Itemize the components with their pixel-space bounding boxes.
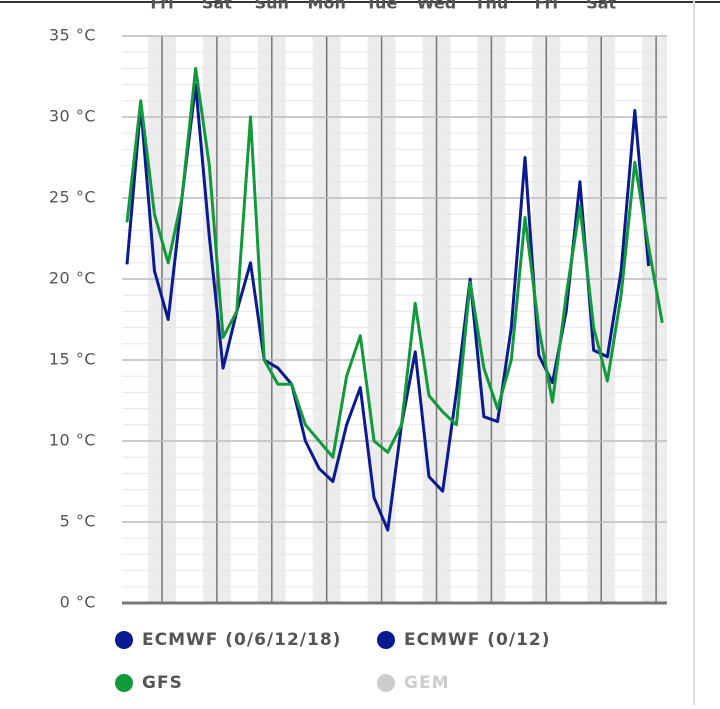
y-tick-label: 5 °C [60, 512, 96, 531]
y-tick-label: 35 °C [49, 26, 96, 45]
y-tick-label: 15 °C [49, 350, 96, 369]
legend-label: ECMWF (0/6/12/18) [142, 630, 341, 650]
x-tick-label: Fri [150, 0, 173, 13]
y-tick-label: 25 °C [49, 188, 96, 207]
legend-label: GEM [404, 673, 449, 693]
x-tick-label: Sat [202, 0, 232, 13]
y-tick-label: 10 °C [49, 431, 96, 450]
y-tick-label: 30 °C [49, 107, 96, 126]
legend-label: GFS [142, 673, 183, 693]
legend-marker [115, 631, 133, 649]
x-tick-label: Wed [417, 0, 456, 13]
x-tick-label: Thu [475, 0, 509, 13]
y-tick-label: 0 °C [60, 593, 96, 612]
legend-item[interactable]: GFS [115, 673, 183, 693]
series-line [125, 66, 664, 459]
x-tick-label: Sun [255, 0, 289, 13]
legend-item[interactable]: ECMWF (0/6/12/18) [115, 630, 341, 650]
legend-marker [115, 674, 133, 692]
legend-marker [377, 674, 395, 692]
x-tick-label: Mon [308, 0, 346, 13]
legend-label: ECMWF (0/12) [404, 630, 551, 650]
legend-item[interactable]: GEM [377, 673, 449, 693]
x-tick-label: Fri [535, 0, 558, 13]
x-tick-label: Tue [366, 0, 398, 13]
y-tick-label: 20 °C [49, 269, 96, 288]
legend-item[interactable]: ECMWF (0/12) [377, 630, 551, 650]
legend-marker [377, 631, 395, 649]
night-band [642, 36, 667, 603]
x-tick-label: Sat [586, 0, 616, 13]
